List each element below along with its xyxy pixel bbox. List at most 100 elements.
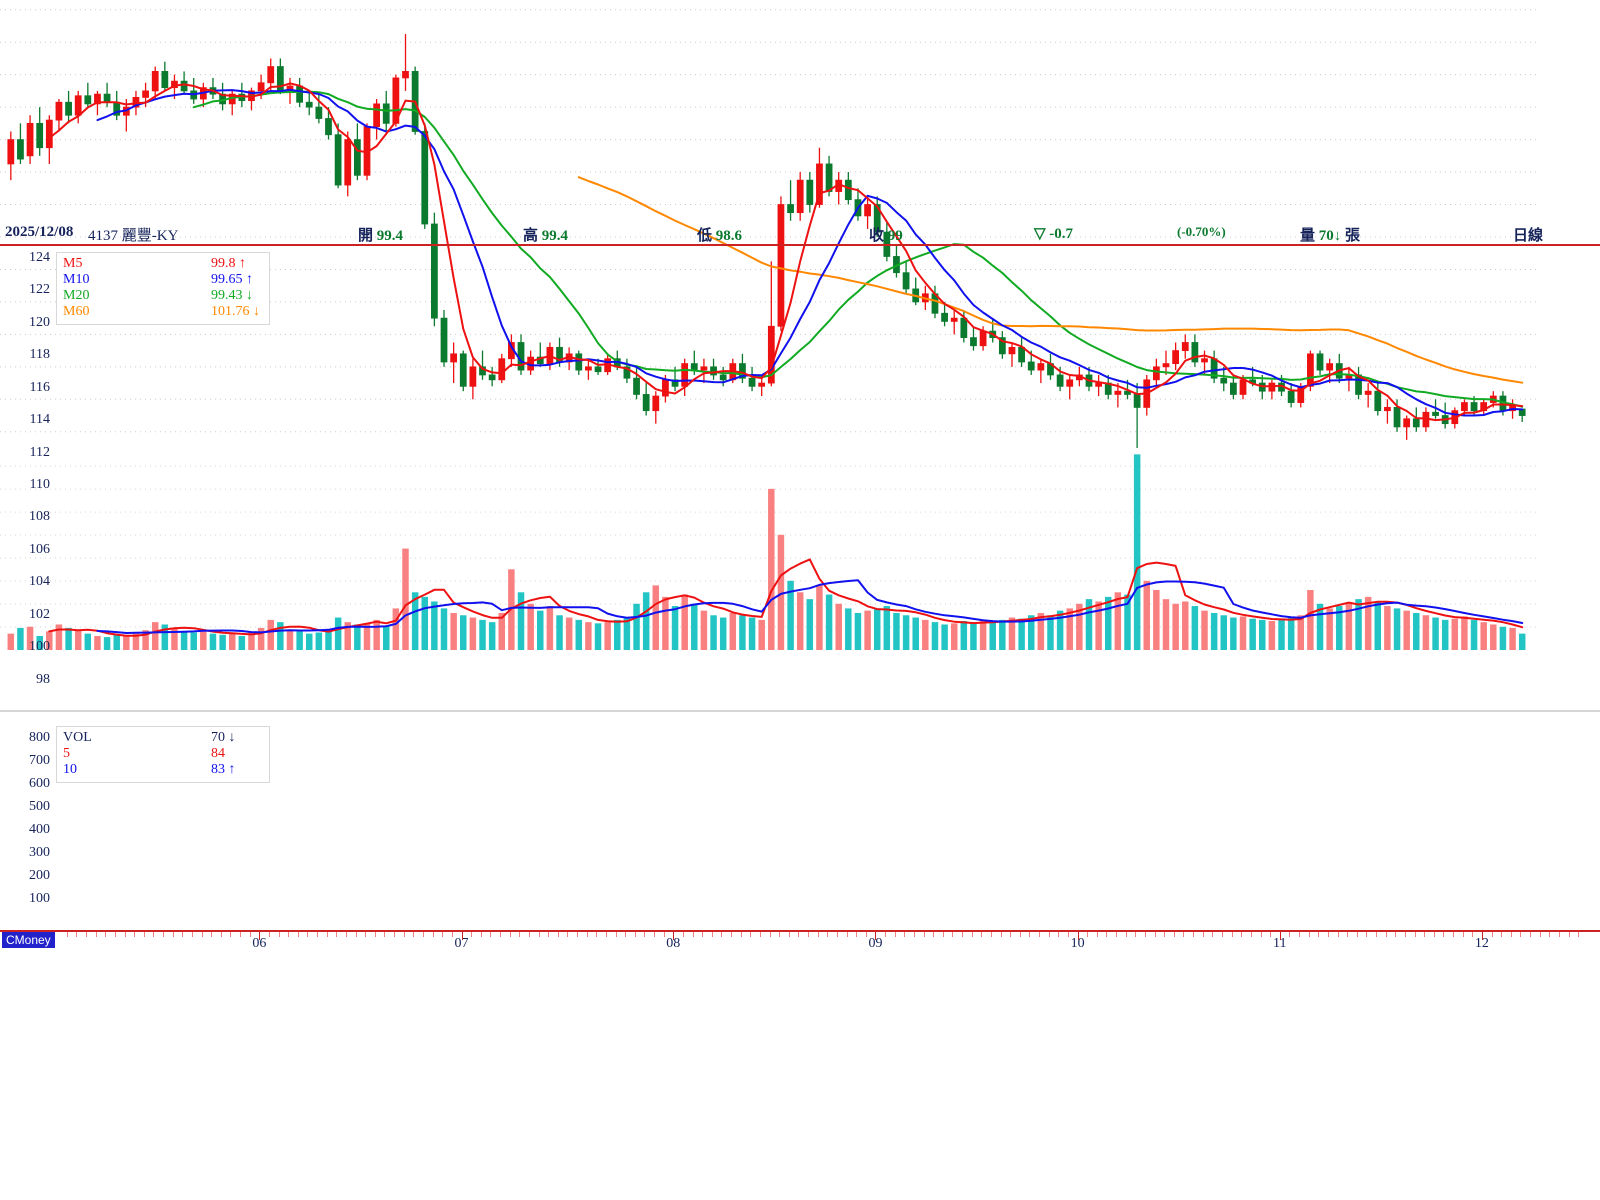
volume-chart-frame <box>0 450 1539 652</box>
volume-bar <box>7 633 15 650</box>
quote-volume-value: 70↓ <box>1318 228 1342 244</box>
vol-legend-item-name: 5 <box>63 746 70 761</box>
volume-bar <box>614 619 621 650</box>
price-y-tick: 104 <box>29 574 50 590</box>
candlestick <box>440 310 448 367</box>
volume-bar <box>392 608 400 650</box>
price-chart-canvas[interactable] <box>0 0 1537 448</box>
candlestick <box>55 99 63 132</box>
volume-bar <box>1095 601 1102 650</box>
candlestick <box>796 172 804 221</box>
candlestick <box>353 123 361 181</box>
vol-legend-item-value: 70 ↓ <box>211 730 236 745</box>
volume-bar <box>912 617 919 650</box>
volume-bar <box>960 621 968 650</box>
volume-bar <box>17 627 24 650</box>
candlestick <box>1230 374 1237 400</box>
volume-bar <box>1105 596 1112 650</box>
vol-legend-item-value: 84 <box>211 746 225 761</box>
volume-bar <box>190 632 197 650</box>
candlestick <box>1287 383 1295 408</box>
volume-bar <box>854 612 862 650</box>
candlestick <box>334 123 342 189</box>
ma-legend-item-name: M10 <box>63 272 90 287</box>
candlestick <box>777 196 785 332</box>
candlestick <box>719 366 727 387</box>
volume-bar <box>84 633 92 650</box>
quote-close-label: 收 <box>869 228 885 244</box>
ma-legend-item-value: 99.8 ↑ <box>211 256 246 271</box>
candlestick <box>1316 350 1324 375</box>
candlestick <box>267 58 275 91</box>
volume-bar <box>440 608 448 650</box>
candlestick <box>7 131 15 181</box>
candlestick <box>325 107 332 140</box>
candlestick <box>228 90 236 116</box>
header-divider <box>0 244 1600 246</box>
volume-legend: VOL 70 ↓ 5 84 10 83 ↑ <box>56 726 270 783</box>
vol-legend-item-value: 83 ↑ <box>211 762 236 777</box>
vol-legend-item-row: 10 83 ↑ <box>63 762 263 778</box>
volume-bar <box>556 615 563 650</box>
candlestick <box>575 350 583 375</box>
candlestick <box>835 172 843 205</box>
volume-bar <box>1393 608 1401 650</box>
candlestick <box>1172 342 1180 371</box>
price-y-tick: 118 <box>29 347 50 363</box>
volume-bar <box>1413 612 1420 650</box>
volume-y-tick: 200 <box>29 868 50 884</box>
cmoney-watermark: CMoney <box>2 932 55 948</box>
footer-divider <box>0 930 1600 932</box>
volume-bar <box>671 606 679 650</box>
volume-bar <box>209 633 217 650</box>
candlestick <box>970 326 977 351</box>
candlestick <box>873 196 881 237</box>
candlestick <box>392 74 400 127</box>
volume-bar <box>662 596 669 650</box>
candlestick <box>950 310 958 335</box>
candlestick <box>912 277 920 306</box>
candlestick <box>585 358 592 380</box>
volume-bar <box>758 619 765 650</box>
candlestick <box>652 391 660 424</box>
volume-bar <box>1191 606 1199 650</box>
volume-bar <box>1114 592 1122 650</box>
volume-bar <box>594 623 602 650</box>
volume-bar <box>132 633 140 650</box>
candlestick <box>1480 399 1488 416</box>
x-axis-tick-marks <box>0 932 1600 940</box>
price-y-tick: 112 <box>29 444 50 460</box>
volume-bar <box>941 624 948 650</box>
quote-high-value: 99.4 <box>541 228 569 244</box>
volume-bar <box>1056 610 1064 650</box>
volume-bar <box>1355 599 1362 650</box>
volume-bar <box>1027 615 1035 650</box>
candlestick <box>305 90 313 116</box>
candlestick <box>1114 383 1122 408</box>
volume-bar <box>989 622 996 650</box>
volume-y-tick: 700 <box>29 753 50 769</box>
ma-legend-item-value: 99.43 ↓ <box>211 288 253 303</box>
volume-bar <box>1230 617 1237 650</box>
candlestick <box>1335 353 1343 384</box>
volume-y-tick: 600 <box>29 776 50 792</box>
candlestick <box>498 353 506 384</box>
volume-bar <box>796 592 804 650</box>
volume-chart-canvas[interactable] <box>0 450 1537 650</box>
volume-bar <box>238 635 246 650</box>
candlestick <box>1066 374 1074 400</box>
volume-bar <box>219 634 226 650</box>
price-y-tick: 114 <box>29 412 50 428</box>
volume-bar <box>565 617 573 650</box>
candlestick <box>430 212 438 327</box>
volume-bar <box>1076 603 1083 650</box>
candlestick <box>1095 374 1103 397</box>
volume-bar <box>334 617 342 650</box>
candlestick <box>1008 342 1016 367</box>
candlestick <box>402 34 409 91</box>
volume-bar <box>1008 617 1016 650</box>
volume-bar <box>575 619 583 650</box>
volume-bar <box>970 623 977 650</box>
ma10-line <box>96 88 1524 417</box>
candlestick <box>642 383 650 416</box>
